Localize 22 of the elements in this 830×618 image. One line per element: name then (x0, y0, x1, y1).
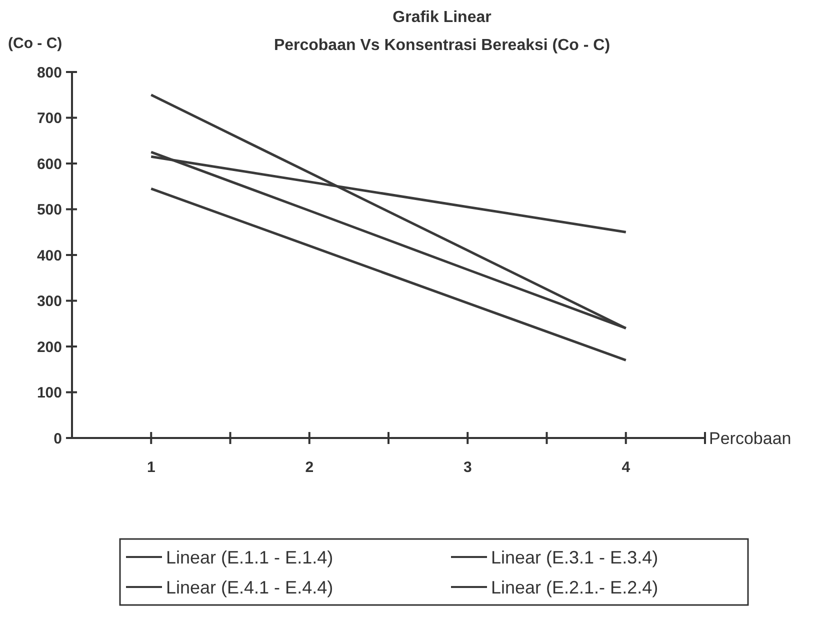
chart-subtitle: Percobaan Vs Konsentrasi Bereaksi (Co - C) (274, 37, 610, 54)
line-series (150, 187, 628, 362)
x-tick-label: 3 (463, 459, 472, 476)
y-axis-title: (Co - C) (8, 35, 62, 52)
legend-label: Linear (E.4.1 - E.4.4) (166, 577, 334, 598)
legend-label: Linear (E.2.1.- E.2.4) (491, 577, 658, 598)
x-axis-title: Percobaan (709, 428, 792, 448)
y-tick-label: 800 (36, 64, 62, 82)
y-tick-label: 600 (36, 156, 62, 173)
y-tick-label: 0 (54, 430, 62, 448)
x-tick-label: 2 (305, 459, 314, 476)
y-tick-label: 300 (36, 293, 62, 310)
chart-title: Grafik Linear (392, 9, 492, 26)
y-tick-label: 500 (36, 202, 62, 218)
legend-label: Linear (E.3.1 - E.3.4) (491, 547, 658, 568)
y-tick-label: 700 (36, 110, 62, 127)
y-tick-label: 200 (36, 338, 62, 356)
x-tick-label: 4 (622, 459, 631, 476)
y-tick-label: 400 (36, 247, 62, 264)
y-tick-label: 100 (36, 384, 62, 402)
x-tick-label: 1 (146, 459, 156, 476)
legend-label: Linear (E.1.1 - E.1.4) (166, 547, 334, 568)
